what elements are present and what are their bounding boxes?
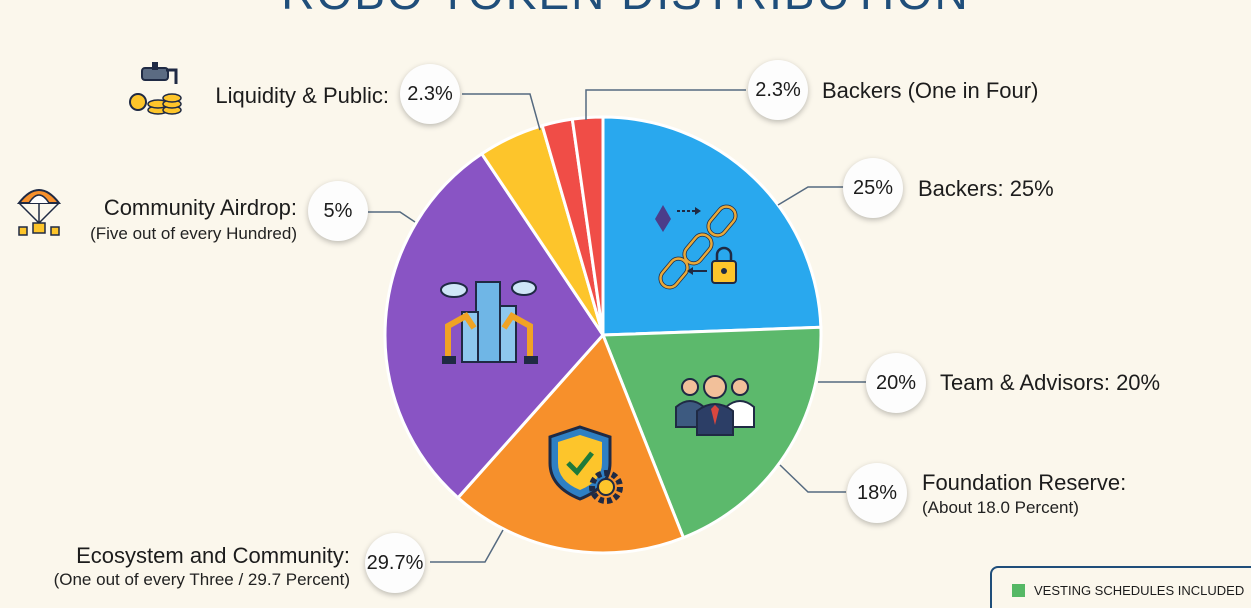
vesting-label: VESTING SCHEDULES INCLUDED (1034, 583, 1245, 598)
sublabel-community-airdrop: (Five out of every Hundred) (90, 224, 297, 243)
slice-backers (601, 115, 823, 337)
leader-line-airdrop (368, 211, 416, 223)
percent-bubble-team-advisors: 20% (866, 353, 926, 413)
chain-link-lock-icon (655, 204, 738, 290)
label-ecosystem-community: Ecosystem and Community: (76, 543, 350, 568)
percent-bubble-community-airdrop: 5% (308, 181, 368, 241)
slice-backers-small (570, 115, 605, 336)
vesting-legend: VESTING SCHEDULES INCLUDED (990, 566, 1251, 608)
vesting-swatch (1012, 584, 1025, 597)
team-people-icon (675, 375, 755, 436)
leader-line-backers-small (585, 89, 746, 120)
leader-line-foundation (779, 464, 846, 493)
label-team-advisors: Team & Advisors: 20% (940, 370, 1161, 395)
percent-bubble-backers-small: 2.3% (748, 60, 808, 120)
chart-title: ROBO TOKEN DISTRIBUTION (0, 0, 1251, 20)
city-robot-arms-icon (440, 280, 538, 364)
percent-bubble-liquidity-public: 2.3% (400, 64, 460, 124)
shield-gear-icon (548, 425, 623, 504)
percent-bubble-foundation-reserve: 18% (847, 463, 907, 523)
label-backers-small: Backers (One in Four) (822, 78, 1039, 103)
label-foundation-reserve: Foundation Reserve: (922, 470, 1127, 495)
percent-bubble-ecosystem-community: 29.7% (365, 533, 425, 593)
label-backers: Backers: 25% (918, 176, 1054, 201)
leader-line-ecosystem (430, 529, 504, 563)
leader-line-liquidity (462, 93, 541, 131)
sublabel-foundation-reserve: (About 18.0 Percent) (922, 498, 1079, 517)
leader-line-backers (777, 186, 848, 206)
faucet-coins-icon (129, 62, 182, 115)
label-liquidity-public: Liquidity & Public: (215, 83, 389, 108)
parachute-airdrop-icon (16, 189, 62, 236)
label-community-airdrop: Community Airdrop: (103, 195, 297, 220)
sublabel-ecosystem-community: (One out of every Three / 29.7 Percent) (53, 570, 350, 589)
percent-bubble-backers: 25% (843, 158, 903, 218)
